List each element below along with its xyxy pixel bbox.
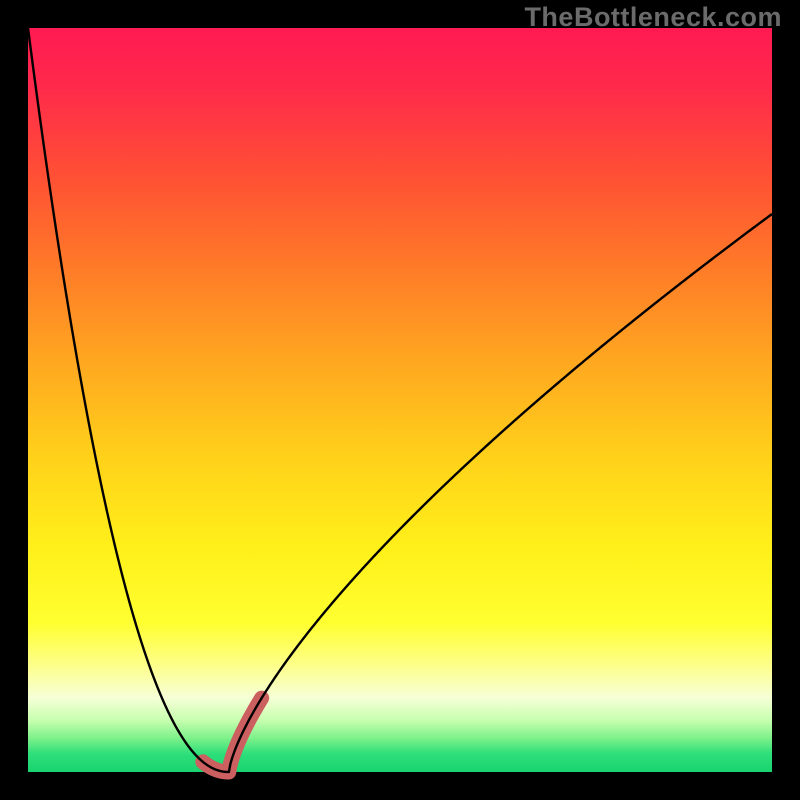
watermark-text: TheBottleneck.com: [524, 2, 782, 33]
chart-frame: TheBottleneck.com: [0, 0, 800, 800]
plot-background: [28, 28, 772, 772]
chart-svg: [0, 0, 800, 800]
